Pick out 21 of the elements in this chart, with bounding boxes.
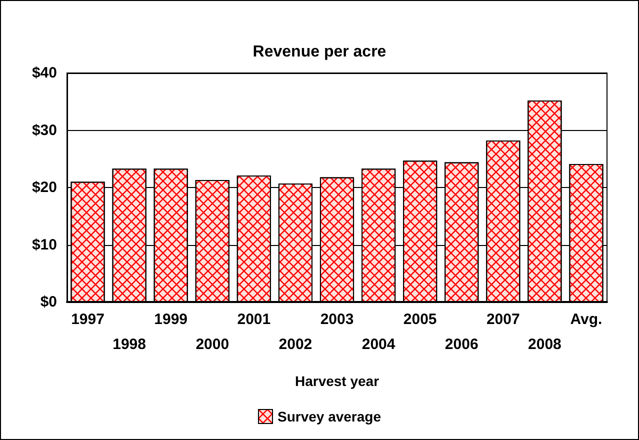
x-tick-label: 2004 — [362, 336, 396, 353]
y-tick-label: $40 — [32, 64, 57, 82]
y-tick-label: $10 — [32, 236, 57, 254]
x-tick-label: 1997 — [71, 311, 104, 328]
x-tick-label: 2006 — [444, 336, 478, 353]
x-tick-label: 2002 — [278, 336, 312, 353]
x-tick-label: Avg. — [570, 311, 602, 328]
x-tick-label: 2001 — [237, 311, 271, 328]
chart-title: Revenue per acre — [252, 44, 386, 60]
x-tick-label: 1998 — [112, 336, 146, 353]
y-tick-label: $30 — [32, 122, 57, 139]
x-tick-label: 2000 — [196, 336, 230, 353]
legend-label: Survey average — [277, 408, 382, 424]
x-axis-title: Harvest year — [294, 373, 380, 389]
y-tick-label: $20 — [32, 179, 57, 196]
y-tick-label: $0 — [40, 294, 57, 310]
x-tick-label: 2003 — [320, 311, 354, 328]
x-tick-label: 2007 — [486, 311, 520, 328]
x-tick-label: 2008 — [528, 336, 562, 353]
x-tick-label: 2005 — [403, 311, 437, 328]
x-tick-label: 1999 — [154, 311, 188, 328]
